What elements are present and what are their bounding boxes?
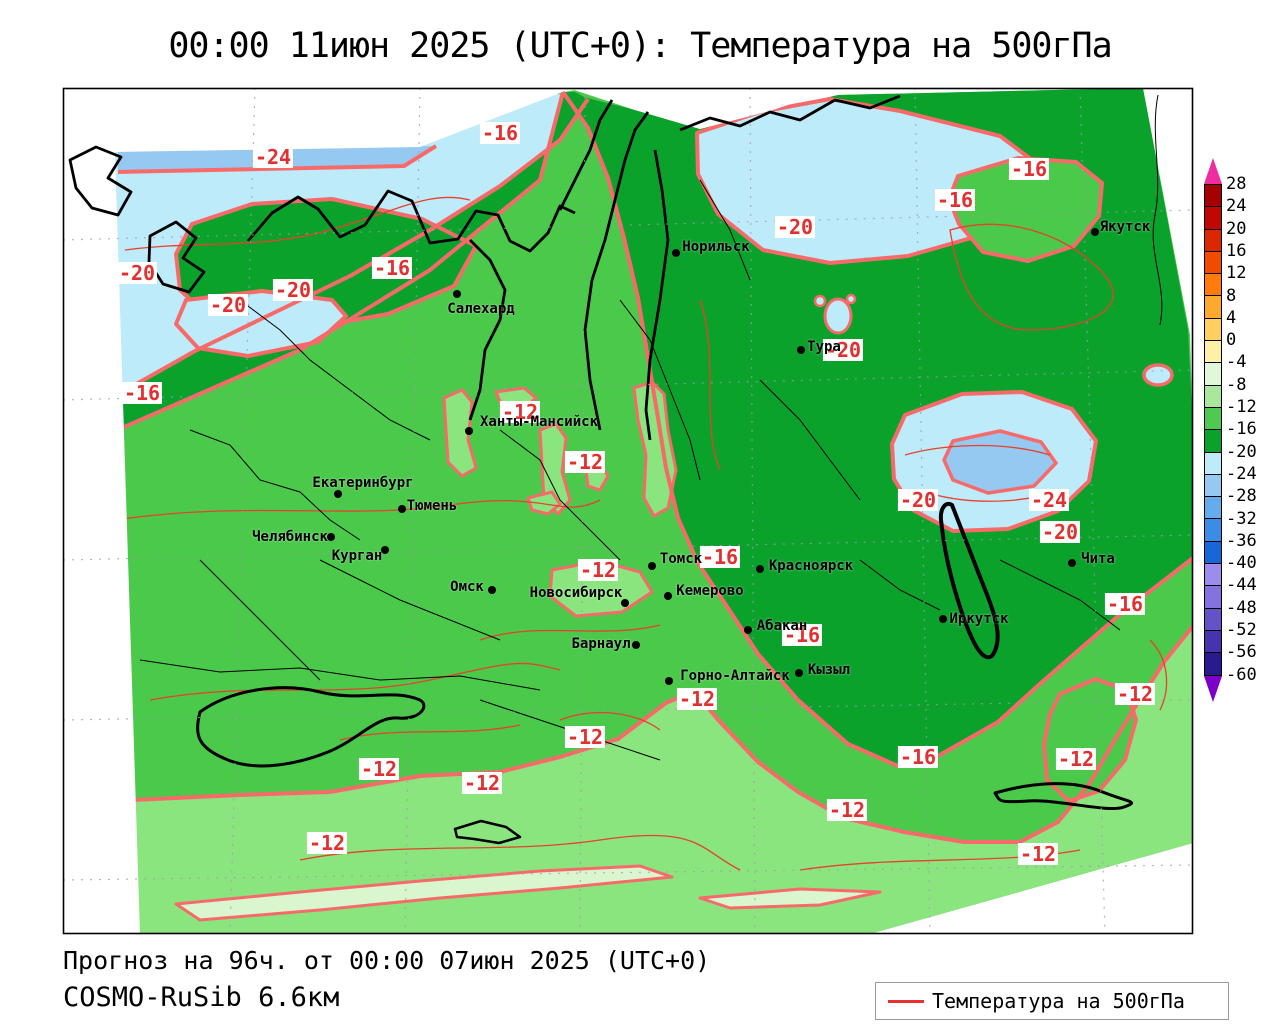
colorbar-cell — [1205, 452, 1221, 475]
colorbar-tick-label: 28 — [1226, 174, 1247, 194]
colorbar-tick-label: -4 — [1226, 352, 1247, 373]
minor-temperature-contours — [114, 196, 1168, 871]
colorbar-cell — [1205, 363, 1221, 386]
colorbar-cell — [1205, 385, 1221, 408]
colorbar-cell — [1205, 296, 1221, 319]
region-tura-cyan — [823, 297, 853, 335]
colorbar-cell — [1205, 608, 1221, 631]
colorbar-cell — [1205, 318, 1221, 342]
colorbar-tick-label: 0 — [1226, 330, 1237, 351]
colorbar-tick-label: 16 — [1226, 240, 1247, 261]
page-title: 00:00 11июн 2025 (UTC+0): Температура на… — [168, 26, 1112, 66]
colorbar-tick-label: 20 — [1226, 218, 1247, 239]
region-yakutsk-green — [947, 156, 1104, 263]
region-south-pale — [133, 626, 1193, 934]
region-bottom-verypale — [174, 864, 674, 922]
colorbar-cell — [1205, 407, 1221, 431]
colorbar-cell — [1205, 430, 1221, 453]
forecast-info-line: Прогноз на 96ч. от 00:00 07июн 2025 (UTC… — [63, 946, 711, 975]
region-baikal-blue-core — [942, 429, 1058, 495]
colorbar-overflow-arrow-up — [1204, 158, 1222, 184]
colorbar-tick-label: -16 — [1226, 419, 1257, 440]
region-bottom-verypale2 — [698, 887, 882, 910]
colorbar-cell — [1205, 207, 1221, 230]
colorbar-tick-label: -56 — [1226, 642, 1257, 663]
region-tura-cyan-dot — [813, 294, 827, 308]
colorbar-tick-label: -12 — [1226, 397, 1257, 417]
colorbar-tick-label: -8 — [1226, 374, 1247, 395]
colorbar-overflow-arrow-down — [1204, 675, 1222, 702]
graticule-lines — [63, 88, 1193, 934]
colorbar-cell — [1205, 251, 1221, 275]
colorbar-cell — [1205, 497, 1221, 520]
colorbar-tick-label: 8 — [1226, 285, 1237, 306]
colorbar-tick-label: 24 — [1226, 196, 1247, 217]
colorbar-tick-label: 12 — [1226, 263, 1247, 284]
colorbar-tick-label: -60 — [1226, 664, 1257, 685]
colorbar-tick-label: -48 — [1226, 597, 1257, 618]
colorbar-cell — [1205, 519, 1221, 542]
legend-box: Температура на 500гПа — [875, 982, 1229, 1020]
legend-label: Температура на 500гПа — [932, 989, 1185, 1013]
colorbar-cell — [1205, 564, 1221, 587]
colorbar-tick-label: -24 — [1226, 463, 1257, 484]
colorbar-cell — [1205, 185, 1221, 208]
colorbar-tick-label: -28 — [1226, 486, 1257, 507]
model-info-line: COSMO-RuSib 6.6км — [63, 982, 340, 1013]
colorbar-cell — [1205, 653, 1221, 675]
colorbar-cell — [1205, 474, 1221, 498]
map-frame — [62, 87, 1194, 935]
colorbar-cells — [1204, 184, 1222, 676]
region-small-cyan-lake — [1142, 363, 1174, 387]
region-light-patches — [442, 380, 678, 618]
colorbar-tick-label: 4 — [1226, 307, 1237, 328]
colorbar-cell — [1205, 586, 1221, 609]
colorbar-tick-label: -32 — [1226, 508, 1257, 529]
out-of-domain-areas — [63, 88, 1193, 934]
colorbar-cell — [1205, 341, 1221, 364]
colorbar-cell — [1205, 274, 1221, 297]
colorbar-cell — [1205, 630, 1221, 654]
colorbar-cell — [1205, 229, 1221, 252]
colorbar-cell — [1205, 541, 1221, 565]
colorbar-tick-label: -36 — [1226, 530, 1257, 551]
colorbar-tick-label: -44 — [1226, 575, 1257, 596]
colorbar-tick-label: -20 — [1226, 441, 1257, 462]
admin-borders — [139, 94, 1163, 761]
legend-contour-line-sample — [888, 999, 924, 1003]
temperature-colorbar — [1204, 158, 1222, 702]
coastlines-and-lakes — [68, 94, 1133, 845]
colorbar-tick-label: -40 — [1226, 553, 1257, 574]
major-temperature-contours — [114, 90, 1193, 844]
region-tura-cyan-dot2 — [845, 293, 857, 305]
colorbar-tick-label: -52 — [1226, 620, 1257, 640]
